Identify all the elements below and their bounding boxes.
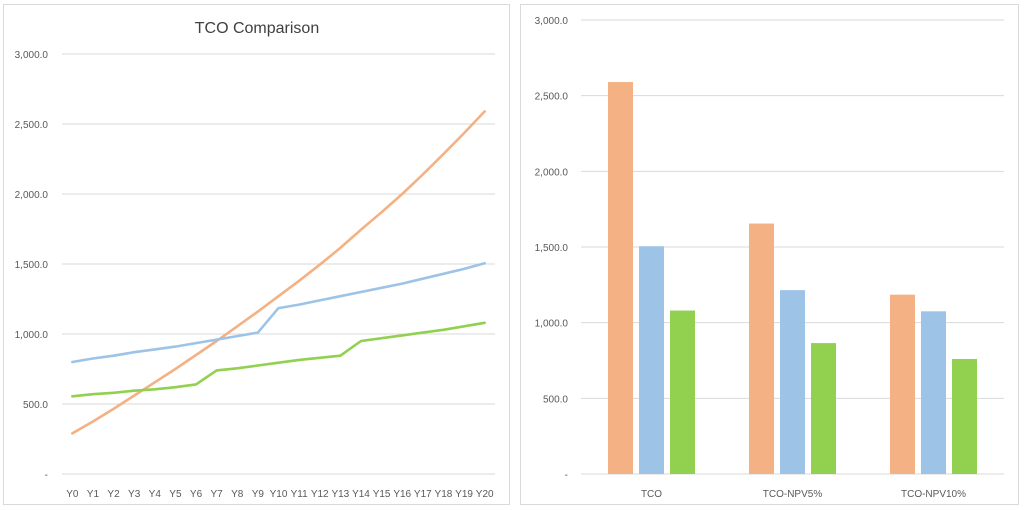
line-chart: TCO Comparison - 500.0 1,000.0 1,500.0 2,000.… — [15, 20, 495, 500]
x-tick-label: Y13 — [331, 489, 349, 500]
series-line-1 — [71, 110, 486, 435]
x-tick-label: Y7 — [211, 489, 224, 500]
y-tick-label: - — [565, 470, 568, 481]
x-tick-label: Y6 — [190, 489, 203, 500]
x-tick-label: TCO — [641, 489, 662, 500]
x-tick-label: Y18 — [435, 489, 453, 500]
bar-3 — [811, 343, 836, 474]
y-tick-label: 500.0 — [543, 394, 568, 405]
y-tick-label: 1,000.0 — [535, 319, 569, 330]
y-tick-label: 2,000.0 — [535, 167, 569, 178]
bar-2 — [639, 246, 664, 474]
bar-2 — [921, 311, 946, 474]
bar-1 — [890, 294, 915, 474]
x-tick-label: Y10 — [270, 489, 288, 500]
x-tick-label: Y20 — [476, 489, 494, 500]
x-tick-label: Y3 — [128, 489, 141, 500]
x-tick-label: TCO-NPV10% — [901, 489, 966, 500]
y-tick-label: - — [45, 470, 48, 481]
x-tick-label: Y11 — [291, 489, 308, 500]
y-tick-label: 1,500.0 — [535, 243, 569, 254]
x-tick-label: Y16 — [393, 489, 411, 500]
y-tick-label: 500.0 — [23, 400, 48, 411]
bar-3 — [670, 310, 695, 474]
x-tick-label: TCO-NPV5% — [763, 489, 823, 500]
bar-chart: - 500.0 1,000.0 1,500.0 2,000.0 2,500.0 3,000.… — [535, 16, 1004, 500]
x-tick-label: Y12 — [311, 489, 329, 500]
y-tick-label: 2,500.0 — [535, 92, 569, 103]
bar-1 — [749, 223, 774, 474]
bar-1 — [608, 82, 633, 475]
x-tick-label: Y8 — [231, 489, 244, 500]
x-tick-label: Y17 — [414, 489, 432, 500]
y-tick-label: 1,500.0 — [15, 260, 49, 271]
y-tick-label: 2,000.0 — [15, 190, 49, 201]
x-tick-label: Y9 — [252, 489, 265, 500]
series-line-2 — [71, 261, 486, 364]
x-tick-label: Y4 — [149, 489, 162, 500]
line-chart-panel: TCO Comparison - 500.0 1,000.0 1,500.0 2,000.… — [3, 4, 510, 505]
chart-title: TCO Comparison — [195, 20, 319, 37]
x-tick-label: Y2 — [107, 489, 120, 500]
bar-2 — [780, 290, 805, 474]
y-tick-label: 2,500.0 — [15, 120, 49, 131]
x-tick-label: Y19 — [455, 489, 473, 500]
x-tick-label: Y0 — [66, 489, 79, 500]
x-tick-label: Y1 — [87, 489, 100, 500]
bar-3 — [952, 358, 977, 474]
bar-chart-panel: - 500.0 1,000.0 1,500.0 2,000.0 2,500.0 3,000.… — [520, 4, 1019, 505]
y-tick-label: 3,000.0 — [535, 16, 569, 27]
x-tick-label: Y14 — [352, 489, 370, 500]
y-tick-label: 1,000.0 — [15, 330, 49, 341]
series-line-3 — [71, 321, 486, 398]
x-tick-label: Y5 — [169, 489, 182, 500]
x-tick-label: Y15 — [373, 489, 391, 500]
y-tick-label: 3,000.0 — [15, 50, 49, 61]
